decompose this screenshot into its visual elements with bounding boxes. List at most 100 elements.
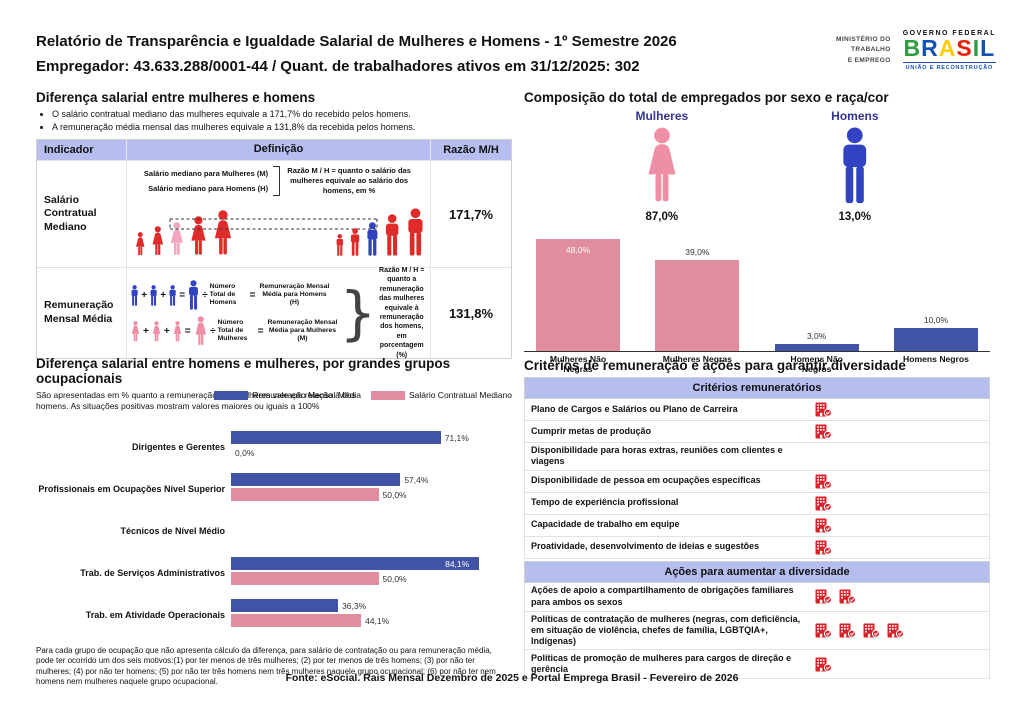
source-note: Fonte: eSocial. Rais Mensal Dezembro de …: [285, 672, 739, 684]
indicator-name: Remuneração Mensal Média: [44, 299, 114, 325]
female-icon: [151, 321, 162, 342]
gov-federal-label: GOVERNO FEDERAL: [902, 30, 996, 37]
column: 10,0%: [893, 231, 978, 351]
section-title: Diferença salarial entre homens e mulher…: [36, 356, 451, 386]
female-label: Mulheres: [635, 109, 689, 123]
criteria-icons: [815, 496, 983, 511]
legend-item-media: Remuneração Mensal Média: [214, 390, 361, 400]
brasil-letter: I: [972, 35, 981, 61]
section-composition: Composição do total de empregados por se…: [524, 90, 990, 375]
bar-value-label: 44,1%: [365, 616, 390, 627]
bar: [231, 614, 362, 628]
composition-bar-chart: 48,0% 39,0% 3,0% 10,0%: [524, 231, 990, 352]
male-icon: [149, 285, 158, 306]
category-label: Mulheres Negras: [662, 354, 732, 364]
category-label: Dirigentes e Gerentes: [131, 441, 225, 452]
criteria-label: Disponibilidade de pessoa em ocupações e…: [531, 475, 761, 486]
indicator-table: Indicador Definição Razão M/H Salário Co…: [36, 139, 512, 359]
section-title: Composição do total de empregados por se…: [524, 90, 889, 105]
ministry-line: TRABALHO: [851, 46, 891, 54]
criteria-icons: [815, 474, 983, 489]
female-icon: [642, 127, 682, 204]
bar-value-label: 39,0%: [685, 247, 710, 258]
indicator-name: Salário Contratual Mediano: [44, 193, 97, 233]
bar-value-label: 71,1%: [444, 433, 469, 444]
legend-label: Salário Contratual Mediano: [408, 390, 512, 400]
bullet-item: O salário contratual mediano das mulhere…: [52, 109, 512, 119]
section-title: Critérios de remuneração e ações para ga…: [524, 358, 906, 373]
bar-value-label: 36,3%: [342, 601, 367, 612]
bar-value-label: 50,0%: [382, 574, 407, 585]
criteria-icons: [815, 402, 983, 417]
category-label: Homens Não Negros: [790, 354, 843, 374]
criteria-row: Políticas de promoção de mulheres para c…: [524, 650, 990, 680]
formula-men: + + = ÷ Número Total de Homens = Remuner…: [130, 280, 339, 310]
building-check-icon: [815, 540, 832, 555]
column-header-indicador: Indicador: [37, 140, 127, 160]
formula-divisor: Número Total de Homens: [209, 282, 237, 307]
bar-group: 57,4% 50,0%: [231, 471, 512, 507]
building-check-icon: [815, 402, 832, 417]
male-icon: [130, 285, 139, 306]
criteria-icons: [815, 623, 983, 638]
criteria-label: Proatividade, desenvolvimento de ideias …: [531, 541, 760, 552]
criteria-label: Plano de Cargos e Salários ou Plano de C…: [531, 403, 738, 414]
criteria-row: Políticas de contratação de mulheres (ne…: [524, 611, 990, 651]
bar-value-label: 50,0%: [382, 490, 407, 501]
criteria-row: Disponibilidade para horas extras, reuni…: [524, 443, 990, 471]
chart-note: São apresentadas em % quanto a remuneraç…: [36, 390, 356, 412]
category-label: Trab. de Serviços Administrativos: [80, 567, 225, 578]
criteria-row: Disponibilidade de pessoa em ocupações e…: [524, 470, 990, 493]
occupation-row: Trab. em Atividade Operacionais 36,3% 44,1…: [36, 594, 512, 636]
ministry-line: MINISTÉRIO DO: [836, 35, 891, 43]
brasil-letter: A: [938, 35, 957, 61]
occupation-row: Trab. de Serviços Administrativos 84,1% 50…: [36, 552, 512, 594]
building-check-icon: [815, 518, 832, 533]
bar-value-label: 48,0%: [565, 245, 591, 256]
chart-footnote: Para cada grupo de ocupação que não apre…: [36, 646, 496, 687]
report-header: Relatório de Transparência e Igualdade S…: [36, 30, 677, 80]
occupation-row: Dirigentes e Gerentes 71,1% 0,0%: [36, 426, 512, 468]
formula-women: + + = ÷ Número Total de Mulheres = Remun…: [130, 316, 339, 346]
male-percentage: 13,0%: [838, 211, 872, 223]
criteria-icons: [815, 589, 983, 604]
bullet-item: A remuneração média mensal das mulheres …: [52, 122, 512, 132]
bar-group: 36,3% 44,1%: [231, 597, 512, 633]
bracket-icon: [273, 166, 281, 196]
column: 48,0%: [536, 231, 620, 351]
male-icon: [838, 127, 872, 204]
bar-value-label: 84,1%: [445, 559, 470, 570]
bar: [231, 431, 441, 445]
bar: [231, 557, 480, 571]
category-label: Mulheres Não Negras: [549, 354, 607, 374]
male-label: Homens: [831, 109, 879, 123]
column-header-razao: Razão M/H: [443, 144, 499, 156]
logo-tagline: UNIÃO E RECONSTRUÇÃO: [902, 62, 996, 71]
gender-height-comparison-figure: [136, 208, 423, 256]
brasil-letter: R: [921, 35, 939, 61]
diversity-rows: Ações de apoio a compartilhamento de obr…: [524, 582, 990, 680]
section-title: Diferença salarial entre mulheres e home…: [36, 90, 316, 105]
criteria-label: Disponibilidade para horas extras, reuni…: [531, 445, 783, 467]
criteria-row: Plano de Cargos e Salários ou Plano de C…: [524, 399, 990, 421]
ministry-name: MINISTÉRIO DO TRABALHO E EMPREGO: [836, 35, 891, 66]
bar-group: 71,1% 0,0%: [231, 429, 512, 465]
criteria-row: Capacidade de trabalho em equipe: [524, 514, 990, 537]
criteria-label: Capacidade de trabalho em equipe: [531, 519, 680, 530]
building-check-icon: [815, 589, 832, 604]
category-label: Homens Negros: [903, 354, 969, 364]
column: 3,0%: [774, 231, 859, 351]
formula-divisor: Número Total de Mulheres: [217, 318, 248, 343]
bar: [231, 473, 401, 487]
building-check-icon: [839, 623, 856, 638]
definition-line-women: Salário mediano para Mulheres (M): [143, 169, 269, 178]
bar: [655, 260, 740, 351]
category-label: Trab. em Atividade Operacionais: [85, 609, 225, 620]
criteria-row: Cumprir metas de produção: [524, 421, 990, 443]
criteria-icons: [815, 518, 983, 533]
occupation-bar-chart: Dirigentes e Gerentes 71,1% 0,0% Profission…: [36, 426, 512, 636]
formula-result: Remuneração Mensal Média para Homens (H): [259, 282, 330, 307]
male-icon: [168, 285, 177, 306]
building-check-icon: [863, 623, 880, 638]
composition-category-labels: Mulheres Não Negras Mulheres Negras Homens…: [524, 354, 990, 375]
